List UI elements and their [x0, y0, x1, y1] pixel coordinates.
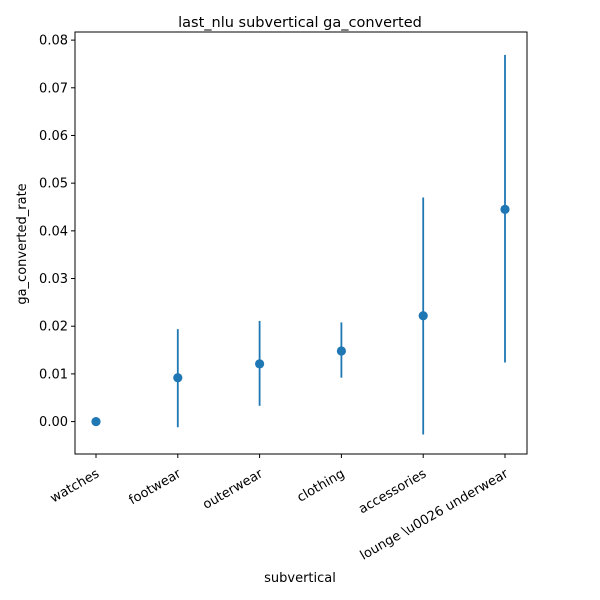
data-point — [255, 359, 265, 369]
x-axis-label: subvertical — [264, 571, 336, 586]
x-tick-label: clothing — [295, 466, 348, 505]
y-tick-label: 0.00 — [39, 415, 68, 430]
y-tick-label: 0.06 — [39, 129, 68, 144]
y-tick-label: 0.01 — [39, 367, 68, 382]
y-tick-label: 0.03 — [39, 272, 68, 287]
data-point — [336, 346, 346, 356]
data-point — [91, 416, 101, 427]
x-tick-label: outerwear — [200, 466, 266, 513]
y-tick-label: 0.08 — [39, 34, 68, 49]
y-tick-label: 0.07 — [39, 81, 68, 96]
y-tick-label: 0.04 — [39, 224, 68, 239]
x-tick-label: accessories — [356, 466, 429, 517]
data-point — [418, 311, 428, 321]
chart-title: last_nlu subvertical ga_converted — [178, 15, 422, 31]
data-point — [500, 204, 510, 214]
y-tick-label: 0.02 — [39, 320, 68, 335]
x-tick-label: lounge \u0026 underwear — [358, 466, 512, 563]
x-tick-label: watches — [48, 466, 102, 506]
y-tick-label: 0.05 — [39, 177, 68, 192]
x-tick-label: footwear — [126, 466, 184, 508]
plot-frame — [74, 31, 528, 455]
y-axis-label: ga_converted_rate — [15, 183, 30, 304]
data-point — [173, 373, 183, 383]
